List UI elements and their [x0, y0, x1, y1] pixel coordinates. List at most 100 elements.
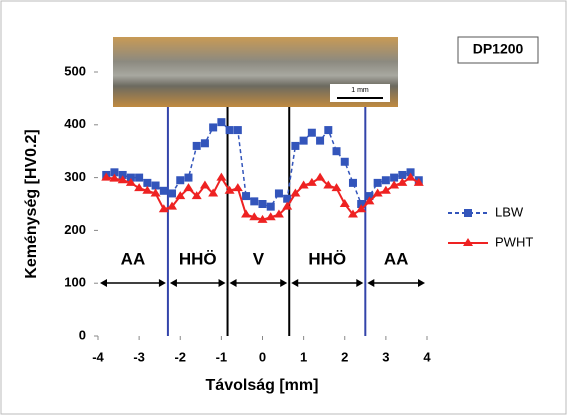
- x-tick-label: -2: [174, 349, 186, 364]
- point: [323, 180, 334, 189]
- point: [159, 186, 168, 195]
- point: [143, 178, 152, 187]
- point: [217, 118, 226, 127]
- legend-marker: [464, 209, 472, 217]
- arrow-head: [229, 279, 288, 287]
- point: [266, 202, 275, 211]
- point: [191, 191, 202, 200]
- zone-label: HHÖ: [179, 249, 217, 268]
- point: [331, 183, 342, 192]
- y-tick-label: 100: [64, 275, 86, 290]
- point: [372, 188, 383, 197]
- point: [208, 188, 219, 197]
- point: [340, 157, 349, 166]
- point: [405, 172, 416, 181]
- y-tick-label: 400: [64, 116, 86, 131]
- point: [364, 196, 375, 205]
- x-tick-label: 4: [423, 349, 431, 364]
- point: [241, 209, 252, 218]
- point: [390, 173, 399, 182]
- x-tick-label: 0: [259, 349, 266, 364]
- point: [142, 185, 153, 194]
- y-tick-label: 500: [64, 63, 86, 78]
- point: [134, 183, 145, 192]
- point: [282, 201, 293, 210]
- y-axis-label: Keménység [HV0.2]: [23, 129, 40, 278]
- zone-label: AA: [121, 249, 146, 268]
- point: [167, 201, 178, 210]
- point: [291, 141, 300, 150]
- point: [209, 123, 218, 132]
- point: [316, 136, 325, 145]
- point: [168, 189, 177, 198]
- point: [233, 126, 242, 135]
- point: [225, 126, 234, 135]
- point: [389, 180, 400, 189]
- point: [373, 178, 382, 187]
- y-tick-label: 300: [64, 169, 86, 184]
- point: [216, 172, 227, 181]
- point: [117, 175, 128, 184]
- point: [249, 212, 260, 221]
- point: [118, 170, 127, 179]
- y-tick-label: 200: [64, 222, 86, 237]
- x-tick-label: -3: [133, 349, 145, 364]
- arrow-head: [100, 279, 166, 287]
- point: [324, 126, 333, 135]
- legend-label: LBW: [495, 204, 524, 219]
- point: [290, 188, 301, 197]
- point: [339, 199, 350, 207]
- zone-label: HHÖ: [308, 249, 346, 268]
- point: [306, 177, 317, 186]
- point: [232, 183, 243, 192]
- point: [184, 173, 193, 182]
- point: [397, 177, 408, 186]
- point: [250, 197, 259, 206]
- point: [307, 128, 316, 137]
- label-box: [457, 36, 539, 64]
- point: [348, 178, 357, 187]
- point: [126, 173, 135, 182]
- point: [283, 194, 292, 203]
- y-tick-label: 0: [79, 327, 86, 342]
- point: [299, 136, 308, 145]
- zone-label: V: [253, 249, 265, 268]
- point: [381, 176, 390, 185]
- point: [398, 170, 407, 179]
- point: [413, 177, 424, 186]
- point: [183, 183, 194, 192]
- x-tick-label: 3: [382, 349, 389, 364]
- point: [356, 204, 367, 213]
- point: [176, 176, 185, 185]
- point: [365, 192, 374, 201]
- point: [242, 192, 251, 201]
- point: [274, 189, 283, 198]
- point: [298, 180, 309, 189]
- point: [151, 181, 160, 190]
- point: [257, 214, 268, 223]
- point: [380, 185, 391, 194]
- point: [332, 147, 341, 156]
- point: [224, 185, 235, 194]
- legend-label: PWHT: [495, 234, 533, 249]
- point: [265, 212, 276, 221]
- point: [406, 168, 415, 177]
- point: [315, 172, 326, 181]
- point: [192, 141, 201, 150]
- point: [101, 172, 112, 181]
- point: [109, 173, 120, 182]
- x-tick-label: -4: [92, 349, 104, 364]
- point: [199, 180, 210, 189]
- x-tick-label: 1: [300, 349, 307, 364]
- point: [110, 168, 119, 177]
- point: [357, 200, 366, 208]
- point: [258, 200, 267, 208]
- point: [347, 209, 358, 218]
- scale-bar-label: 1 mm: [351, 87, 369, 94]
- label-box-text: DP1200: [473, 41, 524, 57]
- legend-marker: [463, 238, 473, 246]
- point: [125, 177, 136, 186]
- zone-label: AA: [384, 249, 409, 268]
- x-tick-label: -1: [216, 349, 228, 364]
